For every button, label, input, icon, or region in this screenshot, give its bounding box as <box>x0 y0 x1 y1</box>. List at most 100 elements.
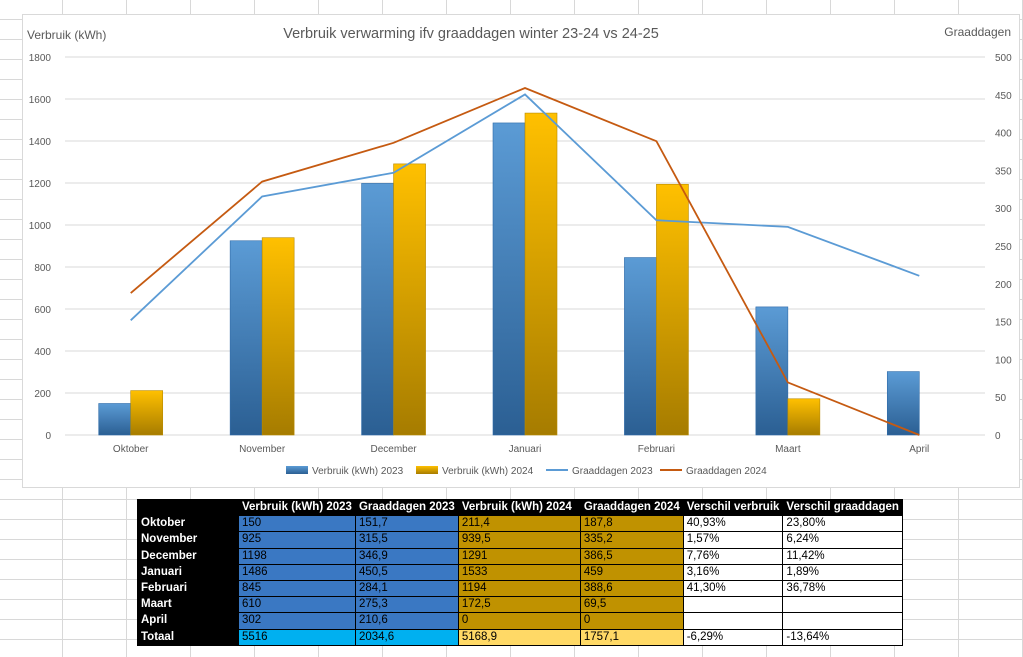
cell-verschil-graaddagen[interactable]: 1,89% <box>782 563 903 581</box>
cell-graaddagen-2023[interactable]: 284,1 <box>354 579 459 598</box>
table-row: November 925 315,5 939,5 335,2 1,57% 6,2… <box>137 531 903 549</box>
cell-verschil-verbruik[interactable]: 7,76% <box>682 547 784 565</box>
row-label[interactable]: Oktober <box>137 515 239 533</box>
y2-tick-label: 500 <box>995 53 1012 64</box>
cell-graaddagen-2024[interactable]: 459 <box>579 563 684 581</box>
legend-swatch <box>286 466 308 474</box>
cell-graaddagen-2023[interactable]: 151,7 <box>354 515 459 533</box>
cell-verbruik-2024[interactable]: 1291 <box>457 547 581 565</box>
cell-graaddagen-2023[interactable]: 275,3 <box>354 596 459 614</box>
cell-verbruik-2023[interactable]: 610 <box>238 596 356 614</box>
cell-verbruik-2024[interactable]: 172,5 <box>457 596 581 614</box>
y2-tick-label: 100 <box>995 355 1012 366</box>
total-verschil-verbruik[interactable]: -6,29% <box>682 628 784 646</box>
x-tick-label: Maart <box>775 444 801 455</box>
legend: Verbruik (kWh) 2023 Verbruik (kWh) 2024 Gr… <box>286 466 767 477</box>
cell-verbruik-2023[interactable]: 150 <box>238 515 356 533</box>
cell-graaddagen-2024[interactable]: 69,5 <box>579 596 684 614</box>
row-label[interactable]: Februari <box>137 579 239 598</box>
bar <box>624 257 657 436</box>
cell-verschil-verbruik[interactable]: 1,57% <box>682 531 784 549</box>
y2-tick-label: 450 <box>995 91 1012 102</box>
y-tick-label: 1400 <box>29 137 52 148</box>
table-header-cell: Verbruik (kWh) 2023 <box>238 498 356 517</box>
cell-verbruik-2023[interactable]: 925 <box>238 531 356 549</box>
total-verbruik-2023[interactable]: 5516 <box>238 628 356 646</box>
cell-graaddagen-2024[interactable]: 388,6 <box>579 579 684 598</box>
total-verschil-graaddagen[interactable]: -13,64% <box>782 628 903 646</box>
bar <box>755 306 789 436</box>
total-verbruik-2024[interactable]: 5168,9 <box>457 628 581 646</box>
cell-verschil-verbruik[interactable] <box>682 612 784 630</box>
cell-verbruik-2024[interactable]: 0 <box>457 612 581 630</box>
table-header-cell: Verschil verbruik <box>682 498 784 517</box>
y-tick-label: 400 <box>34 347 51 358</box>
cell-graaddagen-2023[interactable]: 346,9 <box>354 547 459 565</box>
total-graaddagen-2023[interactable]: 2034,6 <box>354 628 459 646</box>
y-tick-label: 1800 <box>29 53 52 64</box>
y-tick-label: 200 <box>34 389 51 400</box>
cell-verbruik-2023[interactable]: 302 <box>238 612 356 630</box>
table-header-cell: Graaddagen 2023 <box>354 498 459 517</box>
cell-graaddagen-2024[interactable]: 386,5 <box>579 547 684 565</box>
table-header-cell: Verschil graaddagen <box>782 498 903 517</box>
cell-verschil-verbruik[interactable]: 3,16% <box>682 563 784 581</box>
row-label[interactable]: November <box>137 531 239 549</box>
chart-area[interactable]: Verbruik verwarming ifv graaddagen winte… <box>22 14 1020 488</box>
cell-verschil-graaddagen[interactable]: 6,24% <box>782 531 903 549</box>
cell-verbruik-2024[interactable]: 1533 <box>457 563 581 581</box>
table-header-cell <box>137 498 239 517</box>
y-tick-label: 1000 <box>29 221 52 232</box>
cell-graaddagen-2024[interactable]: 0 <box>579 612 684 630</box>
legend-label: Graaddagen 2024 <box>686 466 767 477</box>
y2-tick-label: 250 <box>995 242 1012 253</box>
y2-axis-ticks: 0 50 100 150 200 250 300 350 400 450 500 <box>995 53 1012 442</box>
cell-verbruik-2024[interactable]: 939,5 <box>457 531 581 549</box>
cell-verbruik-2024[interactable]: 1194 <box>457 579 581 598</box>
cell-verbruik-2024[interactable]: 211,4 <box>457 515 581 533</box>
cell-graaddagen-2023[interactable]: 315,5 <box>354 531 459 549</box>
y2-tick-label: 350 <box>995 166 1012 177</box>
row-label[interactable]: Maart <box>137 596 239 614</box>
table-total-row: Totaal 5516 2034,6 5168,9 1757,1 -6,29% … <box>137 628 903 646</box>
total-label[interactable]: Totaal <box>137 628 239 646</box>
row-label[interactable]: December <box>137 547 239 565</box>
cell-verschil-graaddagen[interactable] <box>782 596 903 614</box>
x-tick-label: April <box>909 444 929 455</box>
cell-verschil-graaddagen[interactable]: 11,42% <box>782 547 903 565</box>
cell-verbruik-2023[interactable]: 1486 <box>238 563 356 581</box>
row-label[interactable]: Januari <box>137 563 239 581</box>
y-tick-label: 800 <box>34 263 51 274</box>
y-tick-label: 1200 <box>29 179 52 190</box>
series-line <box>130 93 920 321</box>
cell-verschil-graaddagen[interactable] <box>782 612 903 630</box>
legend-label: Verbruik (kWh) 2023 <box>312 466 404 477</box>
cell-verschil-verbruik[interactable] <box>682 596 784 614</box>
bar <box>524 112 558 436</box>
bar <box>492 122 526 436</box>
y-tick-label: 600 <box>34 305 51 316</box>
table-row: Januari 1486 450,5 1533 459 3,16% 1,89% <box>137 563 903 581</box>
cell-verbruik-2023[interactable]: 1198 <box>238 547 356 565</box>
cell-verschil-verbruik[interactable]: 41,30% <box>682 579 784 598</box>
cell-verschil-graaddagen[interactable]: 36,78% <box>782 579 903 598</box>
cell-graaddagen-2024[interactable]: 187,8 <box>579 515 684 533</box>
row-label[interactable]: April <box>137 612 239 630</box>
data-table: Verbruik (kWh) 2023 Graaddagen 2023 Verb… <box>137 498 903 646</box>
cell-graaddagen-2024[interactable]: 335,2 <box>579 531 684 549</box>
table-row: December 1198 346,9 1291 386,5 7,76% 11,… <box>137 547 903 565</box>
table-row: Februari 845 284,1 1194 388,6 41,30% 36,… <box>137 579 903 598</box>
cell-verschil-graaddagen[interactable]: 23,80% <box>782 515 903 533</box>
cell-graaddagen-2023[interactable]: 210,6 <box>354 612 459 630</box>
total-graaddagen-2024[interactable]: 1757,1 <box>579 628 684 646</box>
combo-chart: Verbruik verwarming ifv graaddagen winte… <box>27 25 1012 477</box>
cell-graaddagen-2023[interactable]: 450,5 <box>354 563 459 581</box>
table-header-cell: Graaddagen 2024 <box>579 498 684 517</box>
table-row: Oktober 150 151,7 211,4 187,8 40,93% 23,… <box>137 515 903 533</box>
series-line <box>130 87 920 436</box>
cell-verschil-verbruik[interactable]: 40,93% <box>682 515 784 533</box>
chart-title: Verbruik verwarming ifv graaddagen winte… <box>283 26 659 42</box>
cell-verbruik-2023[interactable]: 845 <box>238 579 356 598</box>
legend-label: Graaddagen 2023 <box>572 466 653 477</box>
y2-tick-label: 150 <box>995 318 1012 329</box>
